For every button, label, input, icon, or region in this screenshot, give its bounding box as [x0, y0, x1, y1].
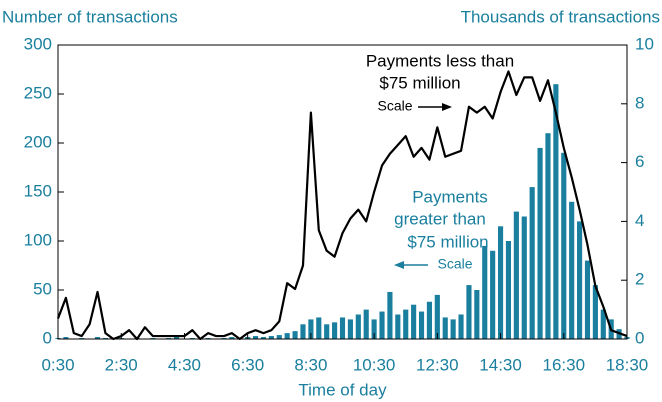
bar	[466, 285, 472, 339]
y-tick-label: 0	[43, 328, 52, 347]
bar	[529, 187, 535, 339]
arrow-head	[394, 261, 404, 269]
bar	[284, 333, 290, 339]
bar	[395, 314, 401, 339]
bar	[482, 245, 488, 339]
bar	[513, 211, 519, 339]
x-tick-label: 18:30	[606, 355, 649, 374]
bar	[63, 337, 69, 339]
x-tick-label: 14:30	[479, 355, 522, 374]
x-tick-label: 6:30	[231, 355, 264, 374]
bar	[316, 317, 322, 339]
y2-tick-label: 6	[635, 152, 644, 171]
bar	[442, 317, 448, 339]
bar	[387, 291, 393, 339]
annotation: Payments less than	[366, 51, 514, 70]
bar	[592, 285, 598, 339]
y-tick-label: 250	[24, 83, 52, 102]
bar	[434, 294, 440, 339]
bar	[324, 324, 330, 339]
bar	[418, 311, 425, 339]
bar	[600, 309, 606, 339]
arrow-head	[442, 103, 452, 111]
x-tick-label: 10:30	[353, 355, 396, 374]
bar	[537, 147, 543, 339]
y2-axis-label: Thousands of transactions	[461, 7, 660, 26]
bar	[371, 319, 377, 339]
bar	[253, 336, 259, 339]
y-tick-label: 300	[24, 34, 52, 53]
annotation: Scale	[377, 98, 412, 114]
y-tick-label: 150	[24, 181, 52, 200]
bar	[577, 221, 583, 339]
bar	[505, 241, 512, 339]
bar	[411, 304, 417, 339]
bar	[584, 260, 591, 339]
bar	[450, 319, 456, 339]
bar	[497, 226, 504, 339]
bar	[363, 309, 369, 339]
annotation: $75 million	[379, 73, 460, 92]
annotation: Payments	[412, 187, 488, 206]
y-tick-label: 100	[24, 230, 52, 249]
line	[56, 70, 628, 341]
bar	[561, 152, 567, 339]
bar	[569, 201, 575, 339]
annotation: greater than	[394, 209, 486, 228]
y2-tick-label: 8	[635, 93, 644, 112]
y2-tick-label: 2	[635, 270, 644, 289]
y-tick-label: 50	[33, 279, 52, 298]
x-axis-label: Time of day	[298, 380, 387, 399]
bar	[545, 133, 551, 339]
bar	[403, 309, 409, 339]
y2-tick-label: 4	[635, 211, 644, 230]
bar	[276, 335, 282, 339]
y2-tick-label: 10	[635, 34, 654, 53]
bar	[458, 314, 464, 339]
x-tick-label: 8:30	[294, 355, 327, 374]
y2-tick-label: 0	[635, 328, 644, 347]
bar	[426, 301, 432, 339]
x-tick-label: 12:30	[416, 355, 459, 374]
bar	[173, 337, 180, 339]
x-tick-label: 4:30	[168, 355, 201, 374]
bar	[355, 314, 361, 339]
y-tick-label: 200	[24, 132, 52, 151]
bar	[292, 331, 298, 339]
x-tick-label: 16:30	[543, 355, 586, 374]
bar	[379, 311, 385, 339]
annotations: Payments less than $75 million Scale Pay…	[366, 51, 514, 271]
bar	[347, 319, 353, 339]
bar	[308, 319, 314, 339]
bar	[490, 250, 496, 339]
x-tick-label: 2:30	[105, 355, 138, 374]
bar	[521, 216, 527, 339]
bar	[474, 290, 480, 339]
bar	[94, 337, 101, 339]
bar	[268, 336, 274, 339]
bar	[553, 84, 559, 339]
bar	[339, 317, 346, 339]
bar	[229, 337, 235, 339]
bar	[260, 337, 267, 339]
x-tick-label: 0:30	[41, 355, 74, 374]
annotation: $75 million	[407, 232, 488, 251]
y-axis-label: Number of transactions	[2, 7, 178, 26]
bar	[332, 322, 338, 339]
annotation: Scale	[437, 256, 472, 272]
bar	[300, 324, 306, 339]
